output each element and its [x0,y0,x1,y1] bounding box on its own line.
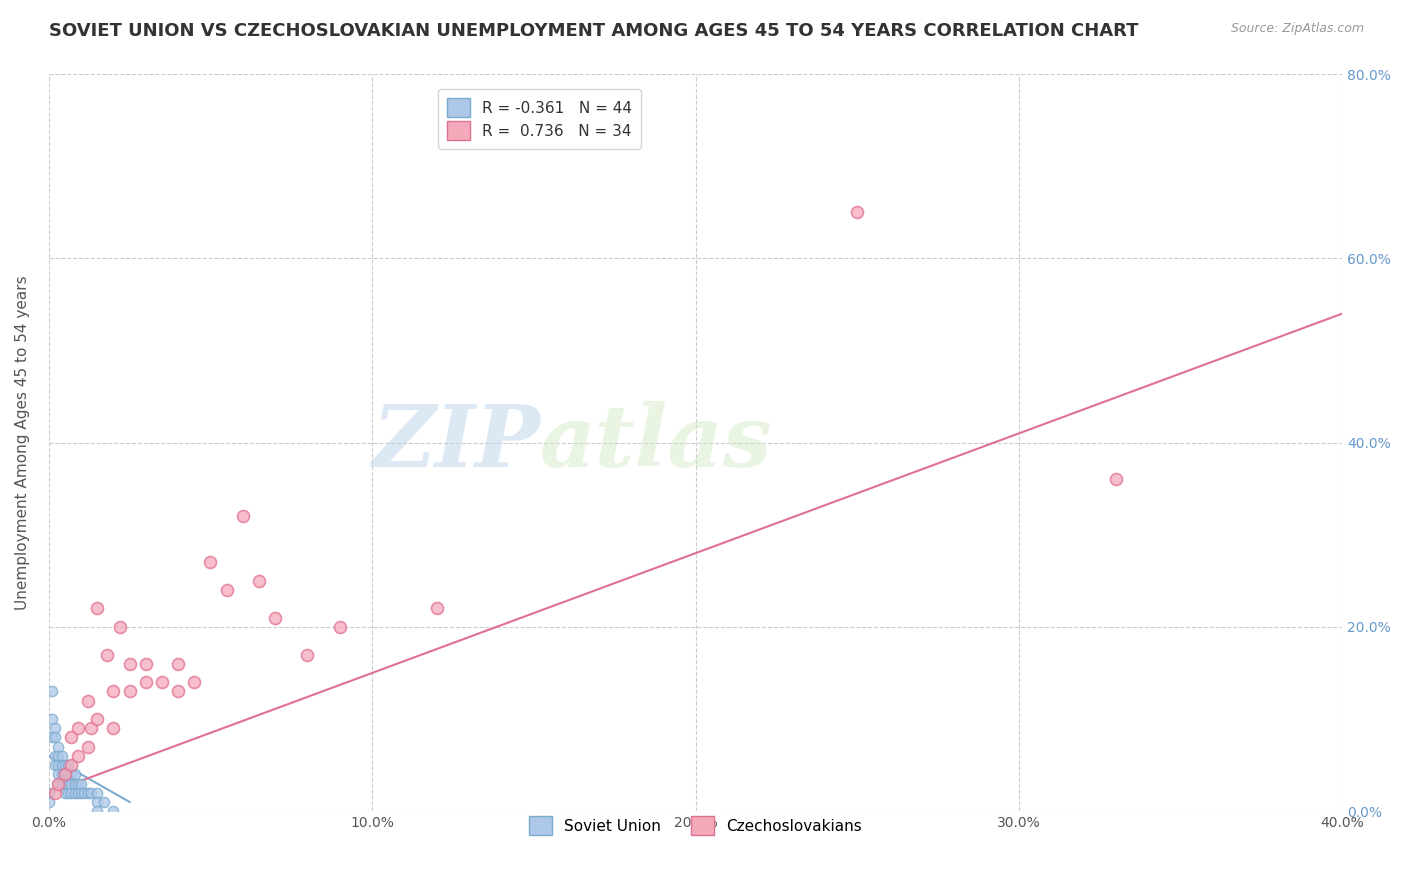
Point [44,731,66,745]
Point [41,731,63,745]
Point [48,776,70,790]
Point [70,776,93,790]
Point [118,657,141,671]
Point [66,748,89,763]
Point [41,712,63,726]
Point [66,776,89,790]
Point [135,657,157,671]
Point [63,776,86,790]
Point [118,684,141,698]
Point [51,758,73,772]
Point [51,767,73,781]
Point [264,610,287,624]
Point [56,758,79,772]
Text: Source: ZipAtlas.com: Source: ZipAtlas.com [1230,22,1364,36]
Point [53,758,76,772]
Point [329,620,352,634]
Point [76,693,98,707]
Point [96,648,118,662]
Point [108,620,131,634]
Point [63,786,86,800]
Point [200,555,222,569]
Point [51,776,73,790]
Point [93,795,115,809]
Point [60,758,83,772]
Point [70,786,93,800]
Point [48,739,70,754]
Point [48,776,70,790]
Point [44,748,66,763]
Point [426,601,449,615]
Point [53,767,76,781]
Point [56,776,79,790]
Point [53,767,76,781]
Point [86,601,108,615]
Point [135,675,157,690]
Point [86,804,108,818]
Point [232,509,254,524]
Point [167,657,190,671]
Point [44,758,66,772]
Point [48,748,70,763]
Text: SOVIET UNION VS CZECHOSLOVAKIAN UNEMPLOYMENT AMONG AGES 45 TO 54 YEARS CORRELATI: SOVIET UNION VS CZECHOSLOVAKIAN UNEMPLOY… [49,22,1139,40]
Point [103,804,125,818]
Text: atlas: atlas [540,401,773,484]
Text: ZIP: ZIP [373,401,540,484]
Point [38,786,60,800]
Point [297,648,319,662]
Point [41,684,63,698]
Point [76,739,98,754]
Y-axis label: Unemployment Among Ages 45 to 54 years: Unemployment Among Ages 45 to 54 years [15,276,30,610]
Point [66,786,89,800]
Point [86,712,108,726]
Point [63,767,86,781]
Point [86,795,108,809]
Point [73,786,96,800]
Point [56,767,79,781]
Point [38,795,60,809]
Point [103,721,125,735]
Point [60,776,83,790]
Point [60,786,83,800]
Point [56,786,79,800]
Point [51,748,73,763]
Point [44,721,66,735]
Point [66,721,89,735]
Point [44,786,66,800]
Point [80,721,103,735]
Point [48,767,70,781]
Point [150,675,173,690]
Point [53,776,76,790]
Point [183,675,205,690]
Point [76,786,98,800]
Point [846,205,869,219]
Point [60,731,83,745]
Point [167,684,190,698]
Point [86,786,108,800]
Point [80,786,103,800]
Point [215,582,238,597]
Point [103,684,125,698]
Point [1105,473,1128,487]
Point [60,767,83,781]
Point [247,574,270,588]
Point [48,758,70,772]
Legend: Soviet Union, Czechoslovakians: Soviet Union, Czechoslovakians [520,807,872,844]
Point [53,786,76,800]
